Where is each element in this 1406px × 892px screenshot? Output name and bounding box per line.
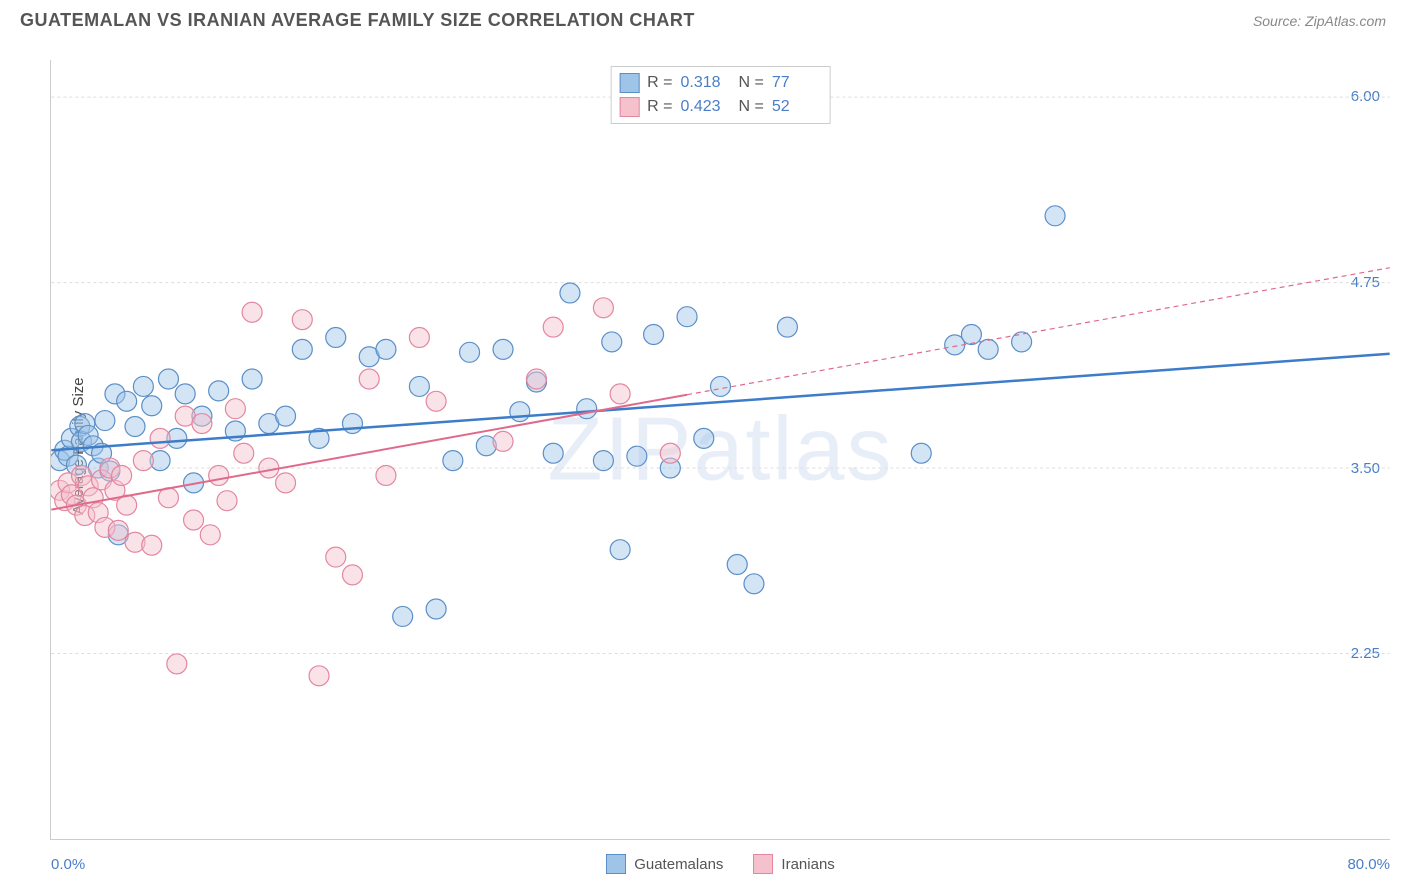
n-value-iranians: 52 [772,98,822,116]
legend-item-guatemalans: Guatemalans [606,854,723,874]
stats-row-iranians: R = 0.423 N = 52 [619,95,822,119]
legend-swatch-iranians [753,854,773,874]
legend-item-iranians: Iranians [753,854,834,874]
swatch-iranians [619,97,639,117]
legend-label-guatemalans: Guatemalans [634,856,723,873]
r-label: R = [647,98,672,116]
x-axis-max-label: 80.0% [1347,856,1390,873]
r-value-guatemalans: 0.318 [681,74,731,92]
n-value-guatemalans: 77 [772,74,822,92]
bottom-legend: 0.0% Guatemalans Iranians 80.0% [51,854,1390,874]
swatch-guatemalans [619,73,639,93]
chart-area: ZIPatlas R = 0.318 N = 77 R = 0.423 N = … [50,60,1390,840]
stats-row-guatemalans: R = 0.318 N = 77 [619,71,822,95]
n-label: N = [739,74,764,92]
source-label: Source: ZipAtlas.com [1253,13,1386,29]
x-axis-min-label: 0.0% [51,856,85,873]
r-value-iranians: 0.423 [681,98,731,116]
n-label: N = [739,98,764,116]
legend-label-iranians: Iranians [781,856,834,873]
r-label: R = [647,74,672,92]
chart-title: GUATEMALAN VS IRANIAN AVERAGE FAMILY SIZ… [20,10,695,31]
stats-legend-box: R = 0.318 N = 77 R = 0.423 N = 52 [610,66,831,124]
legend-swatch-guatemalans [606,854,626,874]
scatter-plot-svg [51,60,1390,839]
